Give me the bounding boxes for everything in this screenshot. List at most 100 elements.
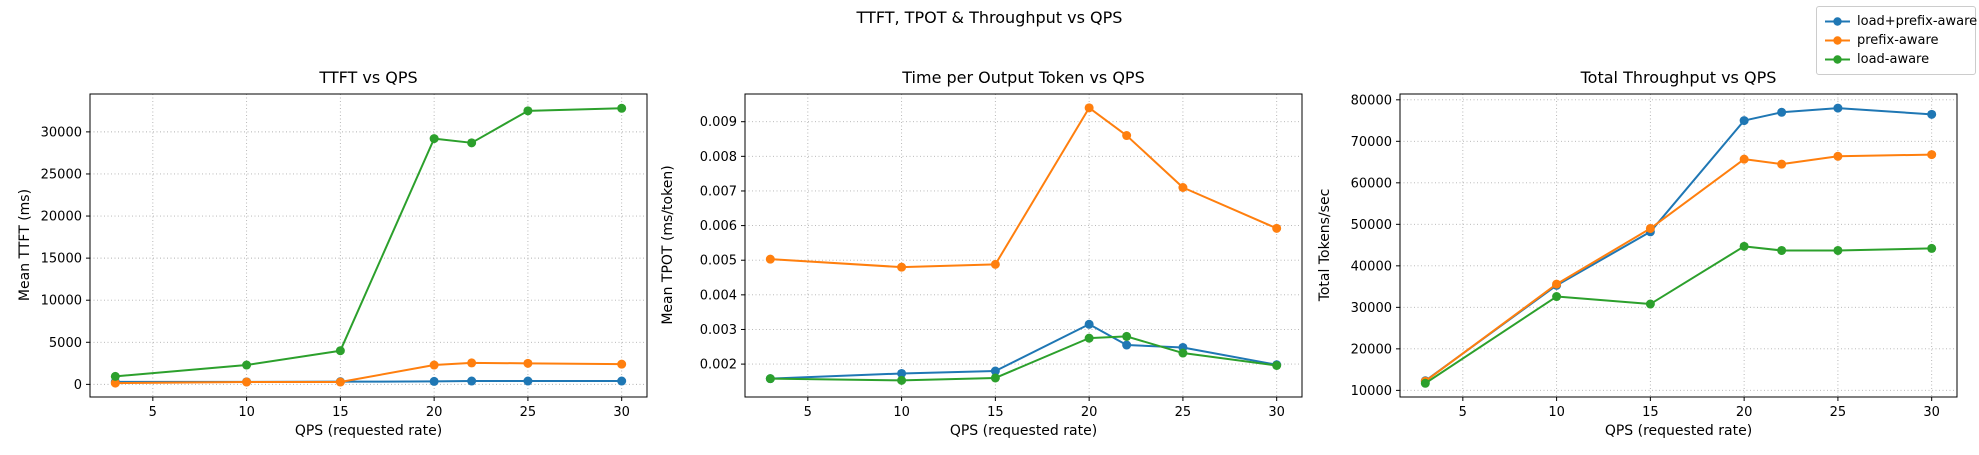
data-point-prefix-aware [1645, 223, 1655, 233]
data-point-load-aware [523, 106, 533, 116]
axes-border [744, 93, 1303, 398]
y-tick-label: 20000 [41, 210, 82, 225]
x-tick-label: 5 [1459, 405, 1467, 420]
y-tick-label: 0.009 [700, 115, 737, 130]
y-tick-label: 0.007 [700, 184, 737, 199]
data-point-load-aware [990, 373, 1000, 383]
x-axis-label-ttft: QPS (requested rate) [294, 423, 443, 439]
y-tick-label: 0.003 [700, 323, 737, 338]
x-tick-label: 5 [149, 405, 157, 420]
data-point-prefix-aware [1122, 131, 1132, 141]
chart-tpot: 0.002 0.003 0.004 0.005 0.006 0.007 0.008 0.009… [700, 93, 1303, 420]
data-point-prefix-aware [897, 262, 907, 272]
x-tick-label: 10 [1548, 405, 1565, 420]
legend-label: load-aware [1857, 52, 1930, 67]
x-tick-label: 15 [987, 405, 1004, 420]
data-point-load-aware [1777, 245, 1787, 255]
legend-item-prefix-aware: prefix-aware [1824, 31, 1967, 50]
y-tick-label: 0.006 [700, 219, 737, 234]
legend-item-load-aware: load-aware [1824, 50, 1967, 69]
data-point-load-aware [1739, 241, 1749, 251]
data-point-load-aware [1927, 243, 1937, 253]
x-tick-label: 30 [1923, 405, 1940, 420]
x-axis-label-tpot: QPS (requested rate) [949, 423, 1098, 439]
data-point-load-aware [617, 103, 627, 113]
axes-border [89, 93, 648, 398]
x-tick-label: 5 [804, 405, 812, 420]
legend-marker-icon [1825, 36, 1850, 45]
chart-title-tpot: Time per Output Token vs QPS [902, 68, 1145, 87]
data-point-prefix-aware [1927, 150, 1937, 160]
data-point-prefix-aware [1272, 223, 1282, 233]
data-point-load+prefix-aware [1739, 116, 1749, 126]
y-tick-label: 30000 [41, 125, 82, 140]
data-point-prefix-aware [1084, 103, 1094, 113]
data-point-load-aware [1272, 360, 1282, 370]
y-tick-label: 70000 [1351, 135, 1392, 150]
data-point-load+prefix-aware [1122, 340, 1132, 350]
y-tick-label: 50000 [1351, 218, 1392, 233]
x-tick-label: 15 [1642, 405, 1659, 420]
y-tick-label: 30000 [1351, 301, 1392, 316]
data-point-load+prefix-aware [429, 376, 439, 386]
chart-ttft: 0 5000 10000 15000 20000 25000 30000 5 10 15 20 25 3… [41, 93, 648, 420]
data-point-load+prefix-aware [897, 368, 907, 378]
data-point-load-aware [1122, 331, 1132, 341]
y-tick-label: 80000 [1351, 93, 1392, 108]
y-tick-label: 0 [74, 378, 82, 393]
legend-label: load+prefix-aware [1857, 14, 1978, 29]
data-point-prefix-aware [1739, 154, 1749, 164]
data-point-load-aware [335, 346, 345, 356]
y-tick-label: 5000 [49, 336, 82, 351]
y-tick-label: 0.002 [700, 358, 737, 373]
data-point-prefix-aware [1178, 182, 1188, 192]
y-tick-label: 15000 [41, 252, 82, 267]
y-tick-label: 25000 [41, 167, 82, 182]
x-tick-label: 30 [613, 405, 630, 420]
y-tick-label: 0.005 [700, 254, 737, 269]
x-tick-label: 20 [1081, 405, 1098, 420]
data-point-load-aware [429, 134, 439, 144]
data-point-prefix-aware [1552, 279, 1562, 289]
data-point-load-aware [897, 375, 907, 385]
axes-background [90, 94, 647, 397]
x-tick-label: 25 [520, 405, 537, 420]
figure-suptitle: TTFT, TPOT & Throughput vs QPS [856, 8, 1123, 27]
data-point-load+prefix-aware [1833, 103, 1843, 113]
chart-title-throughput: Total Throughput vs QPS [1580, 68, 1777, 87]
data-point-load-aware [1178, 348, 1188, 358]
x-tick-label: 10 [893, 405, 910, 420]
data-point-load+prefix-aware [523, 376, 533, 386]
y-tick-label: 10000 [41, 294, 82, 309]
data-point-prefix-aware [467, 358, 477, 368]
data-point-load-aware [1552, 292, 1562, 302]
data-point-load+prefix-aware [1777, 107, 1787, 117]
legend-marker-icon [1825, 55, 1850, 64]
data-point-prefix-aware [765, 254, 775, 264]
data-point-prefix-aware [335, 377, 345, 387]
axes-border [1399, 93, 1958, 398]
x-axis-label-throughput: QPS (requested rate) [1604, 423, 1753, 439]
data-point-load+prefix-aware [1084, 319, 1094, 329]
data-point-load-aware [1833, 245, 1843, 255]
x-tick-label: 20 [1736, 405, 1753, 420]
x-tick-label: 10 [238, 405, 255, 420]
data-point-prefix-aware [242, 377, 252, 387]
data-point-prefix-aware [990, 259, 1000, 269]
y-tick-label: 60000 [1351, 176, 1392, 191]
legend-label: prefix-aware [1857, 33, 1939, 48]
y-tick-label: 20000 [1351, 342, 1392, 357]
data-point-prefix-aware [523, 358, 533, 368]
axes-background [745, 94, 1302, 397]
data-point-prefix-aware [1777, 159, 1787, 169]
y-tick-label: 0.004 [700, 288, 737, 303]
legend-box: load+prefix-aware prefix-aware load-awar… [1816, 6, 1977, 75]
legend-item-load-prefix-aware: load+prefix-aware [1824, 12, 1977, 31]
y-tick-label: 40000 [1351, 259, 1392, 274]
x-tick-label: 30 [1268, 405, 1285, 420]
chart-throughput: 10000 20000 30000 40000 50000 60000 70000 80000… [1351, 93, 1958, 420]
x-tick-label: 25 [1175, 405, 1192, 420]
y-axis-label-throughput: Total Tokens/sec [1317, 188, 1333, 302]
